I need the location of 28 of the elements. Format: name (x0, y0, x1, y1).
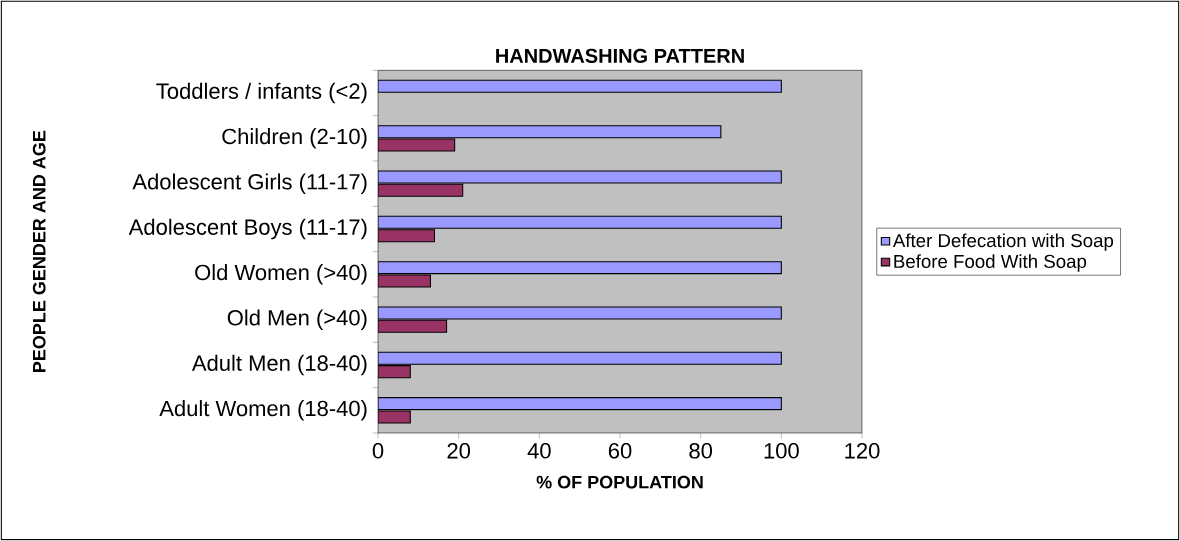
bar (378, 261, 782, 275)
x-tick-label: 80 (689, 443, 713, 459)
bar (378, 397, 782, 411)
bar (378, 319, 448, 333)
y-tick-label: Toddlers / infants (<2) (156, 82, 367, 104)
x-tick-label: 60 (608, 443, 632, 459)
y-tick-label: Adolescent Girls (11-17) (132, 173, 367, 194)
y-tick-label: Adolescent Boys (11-17) (128, 218, 367, 240)
x-tick-label: 20 (447, 443, 471, 459)
y-tick-label: Adult Men (18-40) (191, 354, 367, 376)
y-tick-label: Adult Women (18-40) (159, 400, 367, 421)
bar (378, 125, 722, 139)
x-tick-label: 120 (845, 443, 880, 459)
bar (378, 215, 782, 229)
y-axis-title: PEOPLE GENDER AND AGE (32, 130, 46, 372)
chart-title: HANDWASHING PATTERN (496, 48, 744, 63)
legend-label: Before Food With Soap (894, 254, 1087, 272)
legend-label: After Defecation with Soap (892, 233, 1114, 251)
x-axis-title: % OF POPULATION (536, 475, 703, 489)
y-tick-label: Children (2-10) (222, 128, 367, 149)
y-tick-label: Old Women (>40) (195, 264, 367, 285)
x-tick-label: 40 (527, 443, 551, 459)
bar (378, 183, 464, 197)
x-tick-label: 100 (764, 443, 799, 459)
y-tick-label: Old Men (>40) (227, 309, 367, 330)
x-tick-label: 0 (372, 443, 384, 459)
bar (378, 79, 782, 93)
bar (378, 351, 782, 365)
